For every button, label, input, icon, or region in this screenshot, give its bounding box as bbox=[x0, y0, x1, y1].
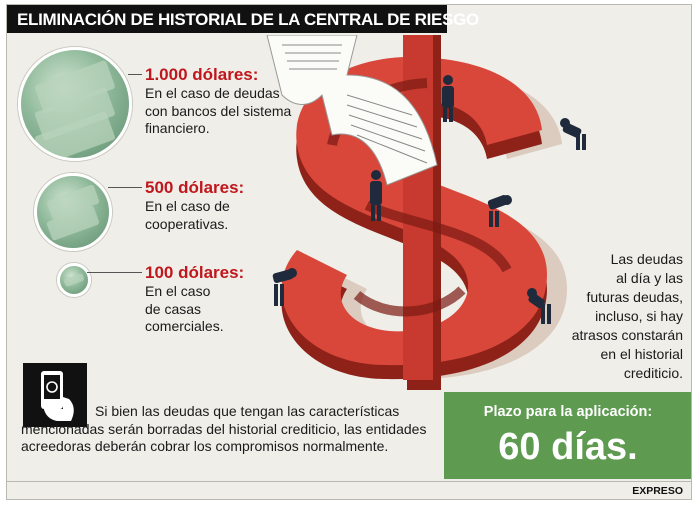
hand-phone-icon bbox=[23, 363, 87, 427]
leader-line bbox=[108, 187, 142, 188]
tier-description: En el caso de deudas con bancos del siste… bbox=[145, 85, 292, 136]
tier-description: En el caso de cooperativas. bbox=[145, 198, 230, 232]
dollar-maze-illustration bbox=[266, 35, 586, 390]
source-credit: EXPRESO bbox=[632, 485, 683, 497]
tier-description: En el caso de casas comerciales. bbox=[145, 283, 224, 334]
deadline-box: Plazo para la aplicación: 60 días. bbox=[444, 392, 691, 479]
tier-amount: 1.000 dólares: bbox=[145, 65, 259, 84]
title-bar: ELIMINACIÓN DE HISTORIAL DE LA CENTRAL D… bbox=[7, 5, 479, 33]
infographic: ELIMINACIÓN DE HISTORIAL DE LA CENTRAL D… bbox=[6, 4, 692, 500]
footer-note: Si bien las deudas que tengan las caract… bbox=[21, 403, 427, 454]
tier-amount: 500 dólares: bbox=[145, 178, 245, 197]
page-title: ELIMINACIÓN DE HISTORIAL DE LA CENTRAL D… bbox=[17, 10, 479, 29]
money-bundle-icon bbox=[57, 263, 91, 297]
tier-amount: 100 dólares: bbox=[145, 263, 245, 282]
leader-line bbox=[128, 74, 142, 75]
side-note: Las deudas al día y las futuras deudas, inc… bbox=[571, 251, 683, 381]
money-bundle-icon bbox=[34, 173, 112, 251]
divider bbox=[7, 481, 691, 482]
deadline-value: 60 días. bbox=[498, 426, 638, 468]
deadline-label: Plazo para la aplicación: bbox=[483, 404, 653, 420]
leader-line bbox=[87, 272, 142, 273]
money-bundle-icon bbox=[18, 47, 132, 161]
